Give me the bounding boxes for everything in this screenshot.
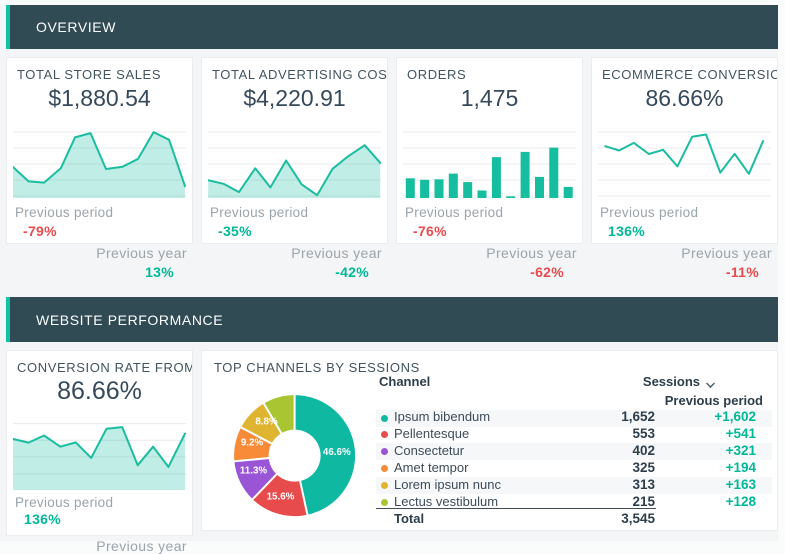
svg-text:9.2%: 9.2% xyxy=(241,438,264,449)
svg-text:46.6%: 46.6% xyxy=(323,447,351,458)
svg-text:15.6%: 15.6% xyxy=(267,492,295,503)
svg-text:8.8%: 8.8% xyxy=(255,417,278,428)
svg-text:11.3%: 11.3% xyxy=(240,466,268,477)
